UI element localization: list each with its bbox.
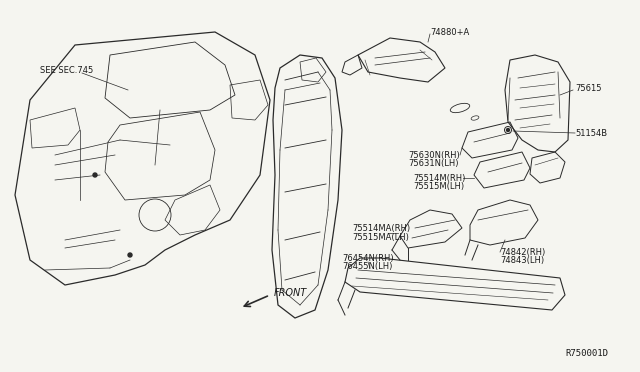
Text: 76455N(LH): 76455N(LH)	[342, 263, 392, 272]
Text: 75514MA(RH): 75514MA(RH)	[352, 224, 410, 232]
Text: R750001D: R750001D	[565, 349, 608, 358]
Text: 75515MA(LH): 75515MA(LH)	[352, 232, 409, 241]
Text: FRONT: FRONT	[274, 288, 307, 298]
Text: 75615: 75615	[575, 83, 602, 93]
Circle shape	[506, 128, 509, 131]
Text: 75514M(RH): 75514M(RH)	[413, 173, 465, 183]
Circle shape	[93, 173, 97, 177]
Text: 74842(RH): 74842(RH)	[500, 247, 545, 257]
Text: 75631N(LH): 75631N(LH)	[408, 158, 458, 167]
Circle shape	[128, 253, 132, 257]
Text: 74843(LH): 74843(LH)	[500, 257, 544, 266]
Text: SEE SEC.745: SEE SEC.745	[40, 65, 93, 74]
Text: 51154B: 51154B	[575, 128, 607, 138]
Text: 74880+A: 74880+A	[430, 28, 469, 36]
Text: 75515M(LH): 75515M(LH)	[413, 182, 464, 190]
Text: 76454N(RH): 76454N(RH)	[342, 253, 394, 263]
Text: 75630N(RH): 75630N(RH)	[408, 151, 460, 160]
